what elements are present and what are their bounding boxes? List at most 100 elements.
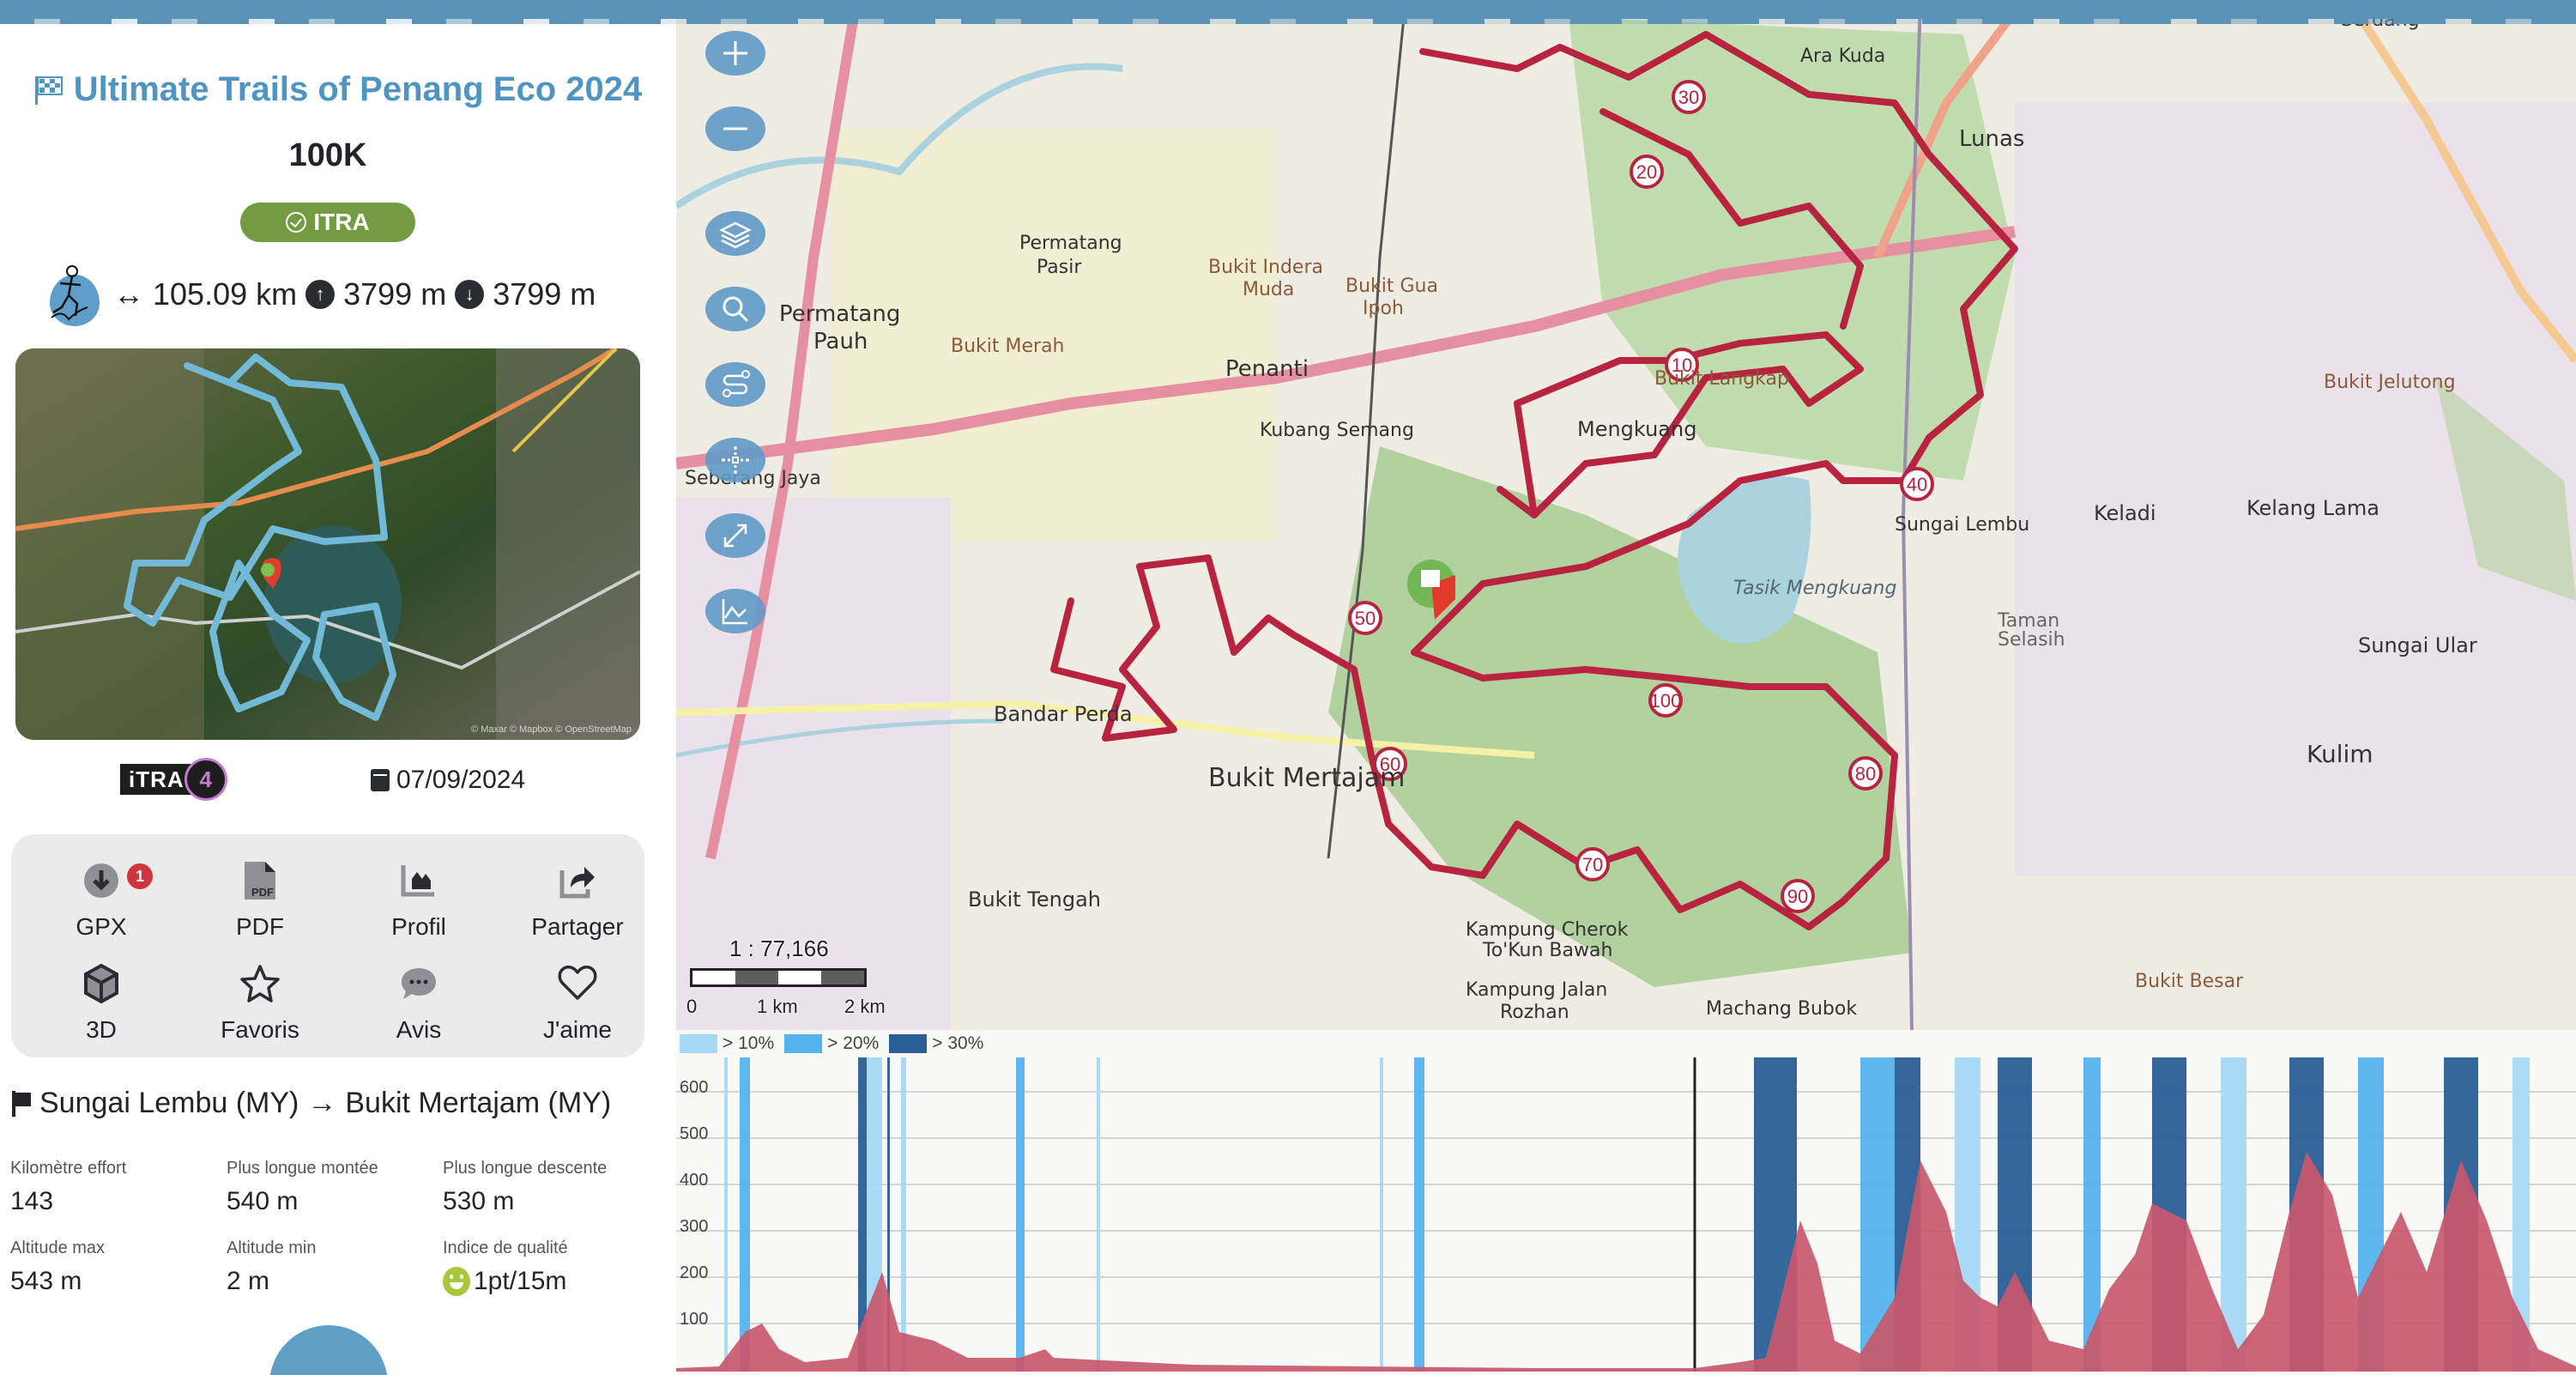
like-label: J'aime (542, 1016, 613, 1043)
cube-icon (81, 963, 122, 1004)
quality-index-value: 1pt/15m (474, 1267, 567, 1295)
svg-text:To'Kun Bawah: To'Kun Bawah (1482, 940, 1612, 961)
layers-button[interactable] (705, 211, 765, 256)
legend-swatch-20 (784, 1034, 823, 1053)
svg-text:Taman: Taman (1997, 610, 2059, 632)
svg-text:50: 50 (1355, 608, 1376, 629)
svg-text:Bandar Perda: Bandar Perda (994, 702, 1133, 726)
reviews-button[interactable]: Avis (340, 963, 498, 1057)
svg-text:Bukit Langkap: Bukit Langkap (1654, 368, 1789, 390)
itra-badge-label: ITRA (313, 209, 370, 235)
svg-text:PDF: PDF (251, 886, 274, 899)
actions-panel: 1 GPX PDF PDF Profil Partager (11, 834, 644, 1057)
share-icon (557, 860, 598, 901)
legend-10pct: > 10% (680, 1033, 774, 1054)
legend-swatch-30 (889, 1034, 928, 1053)
svg-text:Bukit Merah: Bukit Merah (951, 336, 1065, 357)
descent-icon: ↓ (455, 280, 485, 309)
svg-text:Bukit Tengah: Bukit Tengah (968, 887, 1101, 912)
distance-arrows-icon: ↔ (113, 276, 144, 312)
satellite-mini-map[interactable]: © Maxar © Mapbox © OpenStreetMap (15, 348, 640, 740)
y-tick-500: 500 (680, 1124, 709, 1143)
checkered-flag-icon (34, 76, 63, 105)
route-button[interactable] (705, 362, 765, 407)
flag-icon (12, 1090, 31, 1117)
ascent-icon: ↑ (305, 280, 336, 309)
mini-map-attribution: © Maxar © Mapbox © OpenStreetMap (471, 724, 632, 735)
share-label: Partager (531, 913, 624, 940)
header-strip (0, 0, 2576, 24)
y-tick-200: 200 (680, 1263, 709, 1282)
svg-text:Bukit Besar: Bukit Besar (2135, 971, 2244, 992)
heart-icon (557, 963, 598, 1004)
y-tick-300: 300 (680, 1217, 709, 1236)
share-button[interactable]: Partager (499, 860, 656, 954)
layers-icon (719, 221, 752, 249)
gpx-download-button[interactable]: 1 GPX (22, 860, 180, 954)
trail-runner-fab-button[interactable] (269, 1325, 388, 1375)
3d-view-button[interactable]: 3D (22, 963, 180, 1057)
like-button[interactable]: J'aime (499, 963, 656, 1057)
svg-text:Kelang Lama: Kelang Lama (2246, 496, 2379, 520)
svg-text:20: 20 (1636, 161, 1657, 183)
svg-text:10: 10 (1672, 354, 1692, 376)
search-button[interactable] (705, 287, 765, 331)
y-tick-400: 400 (680, 1171, 709, 1190)
race-date-value: 07/09/2024 (396, 766, 526, 794)
start-finish-marker-icon (1407, 560, 1455, 620)
svg-text:Rozhan: Rozhan (1500, 1002, 1569, 1023)
download-icon (81, 860, 122, 901)
svg-text:Sungai Ular: Sungai Ular (2358, 633, 2477, 657)
center-button[interactable] (705, 438, 765, 482)
svg-text:80: 80 (1855, 763, 1876, 784)
svg-text:30: 30 (1678, 87, 1699, 108)
svg-text:100: 100 (1650, 690, 1682, 712)
svg-text:Permatang: Permatang (1019, 233, 1122, 254)
race-meta-row: iTRA 4 07/09/2024 (0, 754, 676, 805)
y-tick-100: 100 (680, 1310, 709, 1329)
zoom-out-button[interactable] (705, 106, 765, 151)
check-circle-icon (286, 212, 307, 233)
route-map[interactable]: 10 20 30 40 50 60 70 80 90 100 Ara Kuda … (676, 0, 2576, 1030)
star-icon (239, 963, 281, 1004)
legend-swatch-10 (680, 1034, 717, 1053)
total-descent: 3799 m (493, 276, 596, 312)
map-scale-ratio: 1 : 77,166 (729, 936, 829, 961)
expand-icon (723, 524, 747, 548)
svg-text:Ara Kuda: Ara Kuda (1800, 45, 1885, 67)
profile-button[interactable]: Profil (340, 860, 498, 954)
itra-logo-text: iTRA (120, 764, 193, 795)
map-tiles: 10 20 30 40 50 60 70 80 90 100 Ara Kuda … (676, 0, 2576, 1030)
crosshair-icon (722, 446, 749, 474)
route-finish: Bukit Mertajam (MY) (345, 1087, 612, 1119)
detail-altitude-min: Altitude min 2 m (227, 1239, 317, 1295)
svg-text:Ipoh: Ipoh (1363, 298, 1404, 319)
pdf-button[interactable]: PDF PDF (181, 860, 339, 954)
svg-text:Bukit Jelutong: Bukit Jelutong (2324, 372, 2456, 393)
fullscreen-button[interactable] (705, 513, 765, 558)
mini-map-image (15, 348, 640, 740)
elevation-profile[interactable]: > 10% > 20% > 30% (676, 1030, 2576, 1375)
legend-30pct: > 30% (889, 1033, 983, 1054)
detail-longest-climb: Plus longue montée 540 m (227, 1159, 378, 1215)
favorites-button[interactable]: Favoris (181, 963, 339, 1057)
svg-text:Selasih: Selasih (1998, 629, 2065, 651)
svg-text:Muda: Muda (1243, 279, 1294, 300)
elevation-chart (676, 1057, 2576, 1372)
detail-altitude-max: Altitude max 543 m (10, 1239, 106, 1295)
svg-text:70: 70 (1582, 854, 1603, 875)
svg-text:Keladi: Keladi (2094, 501, 2156, 525)
trail-runner-icon (43, 263, 105, 326)
svg-text:Bukit Gua: Bukit Gua (1345, 276, 1438, 297)
svg-text:Kampung Jalan: Kampung Jalan (1466, 979, 1607, 1001)
profile-toggle-button[interactable] (705, 589, 765, 633)
itra-points-value: 4 (184, 758, 227, 801)
total-distance: 105.09 km (153, 276, 298, 312)
calendar-check-icon (371, 769, 390, 791)
zoom-in-button[interactable] (705, 31, 765, 76)
svg-text:Bukit Indera: Bukit Indera (1208, 257, 1323, 278)
race-details-grid: Kilomètre effort 143 Plus longue montée … (10, 1159, 662, 1296)
svg-text:Permatang: Permatang (779, 301, 900, 327)
detail-quality-index: Indice de qualité 1pt/15m (443, 1239, 568, 1296)
